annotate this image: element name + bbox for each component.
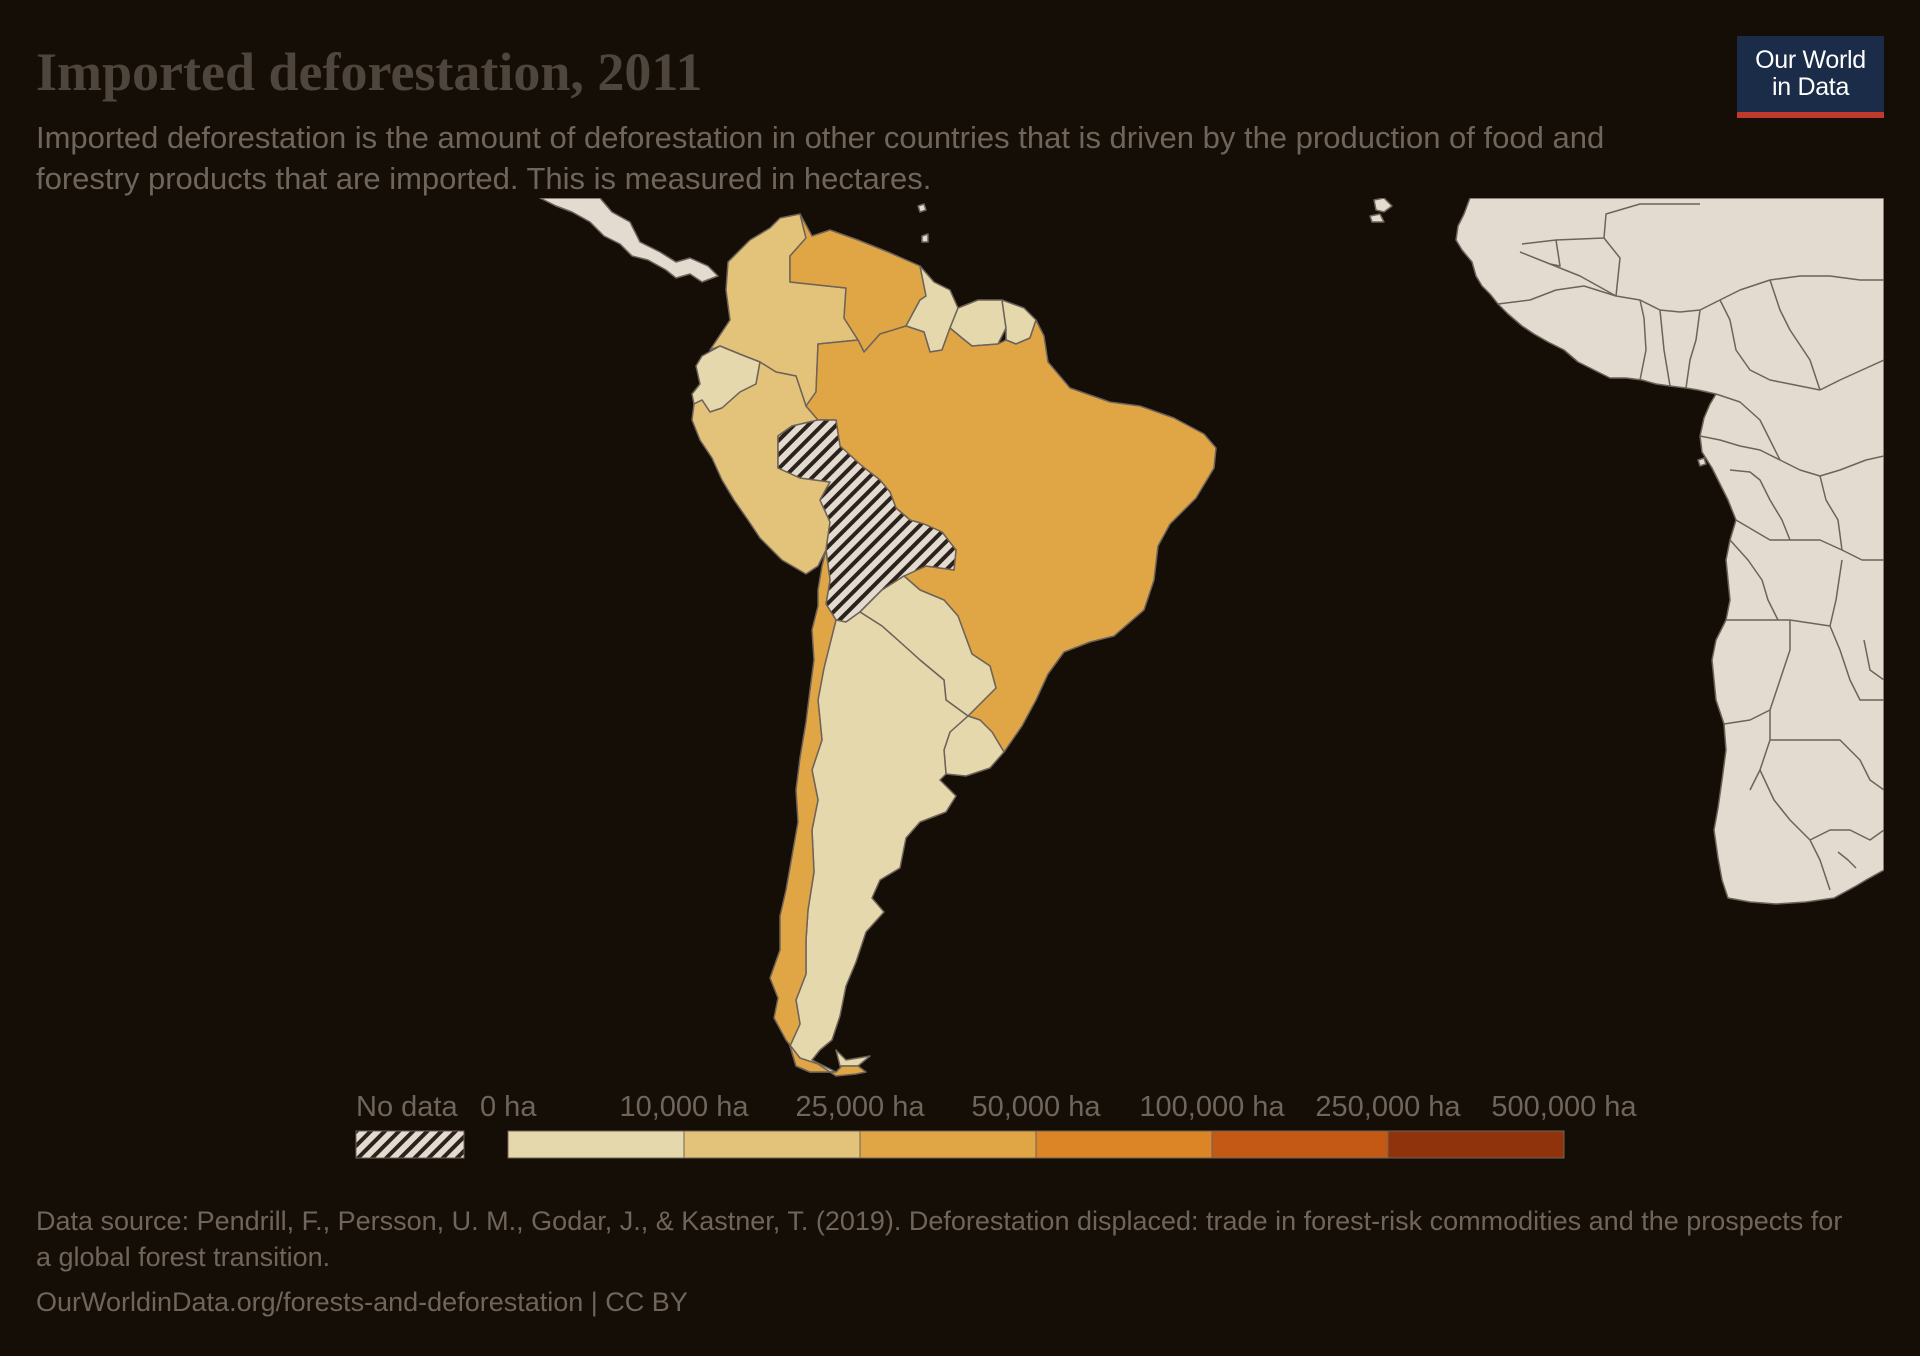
country-central-america[interactable]	[539, 198, 719, 283]
legend-bin-label-5: 250,000 ha	[1315, 1091, 1461, 1123]
island-bioko	[1697, 457, 1707, 467]
legend-swatch-4[interactable]	[1211, 1130, 1389, 1159]
legend-swatch-5[interactable]	[1387, 1130, 1565, 1159]
source-url[interactable]: OurWorldinData.org/forests-and-deforesta…	[36, 1287, 688, 1317]
legend-bin-label-4: 100,000 ha	[1139, 1091, 1285, 1123]
landmass-africa[interactable]	[1455, 198, 1884, 905]
legend-swatch-2[interactable]	[859, 1130, 1037, 1159]
legend-swatch-0[interactable]	[507, 1130, 685, 1159]
africa-borders	[1497, 203, 1884, 891]
logo-line-1: Our World	[1755, 46, 1866, 74]
country-tierra-del-fuego[interactable]	[835, 1049, 871, 1067]
island-caribbean-4	[1369, 213, 1385, 223]
chart-title: Imported deforestation, 2011	[36, 42, 703, 102]
legend-bin-label-0: 0 ha	[480, 1091, 537, 1123]
chart-subtitle: Imported deforestation is the amount of …	[36, 120, 1605, 196]
legend-no-data-label: No data	[356, 1091, 458, 1123]
legend-bin-label-1: 10,000 ha	[619, 1091, 749, 1123]
legend-swatch-1[interactable]	[683, 1130, 861, 1159]
island-caribbean-2	[921, 233, 929, 243]
legend-swatch-3[interactable]	[1035, 1130, 1213, 1159]
legend-bin-label-2: 25,000 ha	[795, 1091, 925, 1123]
legend-bins: 0 ha 10,000 ha 25,000 ha 50,000 ha 100,000 h…	[480, 1091, 1637, 1159]
legend-bin-label-3: 50,000 ha	[971, 1091, 1101, 1123]
data-source: Data source: Pendrill, F., Persson, U. M…	[36, 1206, 1843, 1272]
country-chile[interactable]	[769, 549, 867, 1077]
island-caribbean-1	[917, 203, 927, 213]
legend-bin-label-6: 500,000 ha	[1491, 1091, 1637, 1123]
island-caribbean-3	[1373, 198, 1393, 213]
logo-line-2: in Data	[1771, 73, 1850, 101]
owid-logo[interactable]: Our World in Data	[1737, 36, 1884, 118]
legend-no-data-swatch[interactable]	[355, 1130, 465, 1159]
